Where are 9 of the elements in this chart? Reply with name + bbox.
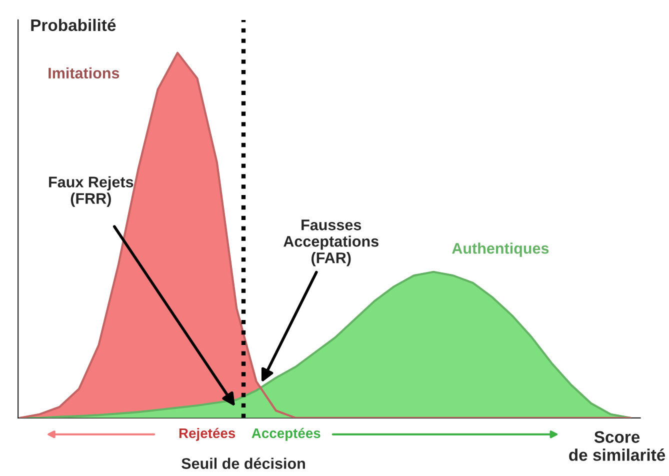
annotation: Fausses Acceptations (FAR) (284, 220, 378, 266)
text: Imitations (48, 67, 120, 79)
annotation: Faux Rejets (FRR) (49, 176, 134, 207)
text: Seuil de décision (182, 458, 305, 469)
text: Rejetées (179, 428, 236, 441)
series-label: Authentiques (452, 242, 549, 257)
x-axis-title: Score de similarité (569, 431, 666, 461)
text: Acceptées (252, 428, 320, 441)
y-axis-title: Probabilité (31, 18, 116, 32)
